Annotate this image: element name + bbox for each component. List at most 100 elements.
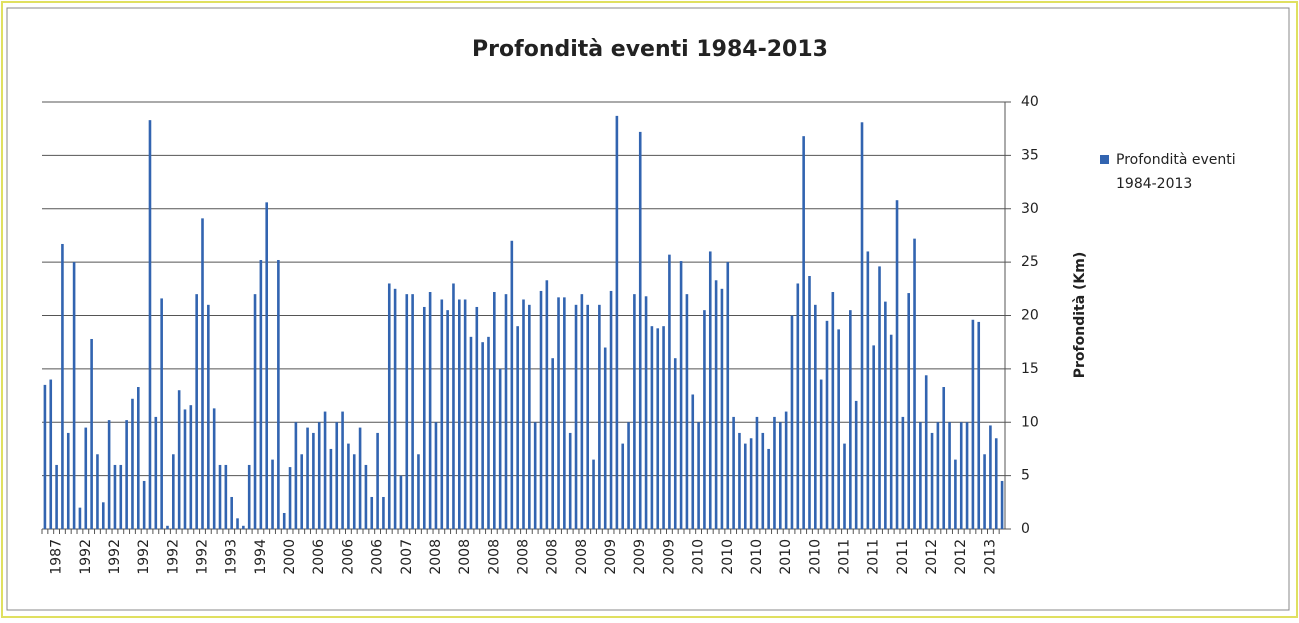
x-tick-label: 1992 [195, 539, 211, 575]
bar [872, 345, 875, 529]
bar [131, 398, 134, 529]
y-tick-label: 5 [1021, 468, 1030, 484]
bar [352, 454, 356, 529]
bar [55, 464, 58, 529]
bar [691, 394, 695, 529]
x-tick-label: 1992 [165, 539, 181, 575]
bar [201, 218, 204, 530]
bar [259, 259, 263, 529]
bar [761, 432, 765, 529]
bar [341, 411, 344, 529]
bar [300, 454, 304, 529]
bar [347, 443, 350, 529]
y-tick-label: 40 [1021, 94, 1039, 110]
bar [405, 294, 409, 529]
bar [504, 294, 508, 529]
bar [621, 443, 625, 529]
x-tick-label: 2008 [574, 539, 590, 575]
bar [469, 336, 473, 529]
bar [142, 480, 146, 529]
bar [78, 507, 82, 529]
bar [948, 422, 951, 529]
bar [633, 294, 636, 529]
bar [609, 290, 613, 529]
chart-border [6, 7, 1290, 611]
bar [90, 338, 93, 529]
bar [72, 262, 76, 529]
x-tick-label: 2008 [486, 539, 502, 575]
bar [796, 283, 800, 529]
bar [703, 310, 706, 529]
x-tick-label: 2007 [399, 539, 415, 575]
bar [370, 496, 374, 529]
x-tick-label: 1992 [136, 539, 152, 575]
bar [545, 280, 549, 529]
x-tick-label: 2013 [982, 539, 998, 575]
bar [732, 416, 735, 529]
bar [242, 525, 245, 529]
bar [382, 496, 385, 529]
x-tick-label: 2009 [661, 539, 677, 575]
bar [49, 379, 53, 529]
bar [137, 387, 140, 529]
bar [726, 262, 730, 529]
bar [61, 243, 64, 530]
y-tick-label: 25 [1021, 254, 1039, 270]
bar [107, 420, 111, 529]
bar [387, 283, 391, 529]
bar [510, 240, 514, 529]
bar [580, 294, 584, 529]
bar [773, 416, 776, 529]
bar [755, 416, 759, 529]
bar [84, 427, 88, 529]
bar [644, 296, 648, 529]
bar [819, 379, 823, 529]
bar [901, 416, 905, 529]
x-tick-label: 2012 [924, 539, 940, 575]
y-tick-label: 20 [1021, 308, 1039, 324]
bar [551, 358, 554, 529]
bar [195, 294, 198, 529]
bar [533, 422, 537, 529]
bar [697, 422, 700, 529]
bar [166, 525, 169, 529]
bar [528, 304, 531, 529]
bar [989, 425, 992, 529]
bar [895, 200, 899, 529]
bar [271, 459, 274, 529]
bar [481, 342, 484, 529]
bar [148, 120, 152, 530]
x-tick-label: 1994 [253, 539, 269, 575]
bar [814, 304, 817, 529]
bar [708, 251, 712, 529]
bar [364, 464, 368, 529]
bar [323, 411, 327, 529]
x-tick-label: 2000 [282, 539, 298, 575]
bar [603, 347, 607, 529]
bar [183, 409, 187, 529]
bar [767, 448, 770, 529]
x-tick-label: 1992 [107, 539, 123, 575]
bar [685, 294, 689, 529]
bar [393, 288, 397, 529]
y-tick-label: 30 [1021, 201, 1039, 217]
x-tick-label: 2012 [953, 539, 969, 575]
bar [1000, 480, 1004, 529]
bar [930, 432, 934, 529]
bar [936, 422, 940, 529]
bar [230, 496, 233, 529]
x-tick-label: 2006 [370, 539, 386, 575]
bar [317, 422, 321, 529]
bar [417, 454, 420, 529]
bar [358, 427, 362, 529]
bar [743, 443, 747, 529]
bar [994, 438, 998, 529]
bar [586, 304, 589, 529]
bar [656, 328, 660, 529]
bar [452, 283, 455, 529]
bar [458, 299, 461, 529]
bar [954, 459, 957, 529]
bar [627, 422, 630, 529]
bar [189, 405, 193, 529]
